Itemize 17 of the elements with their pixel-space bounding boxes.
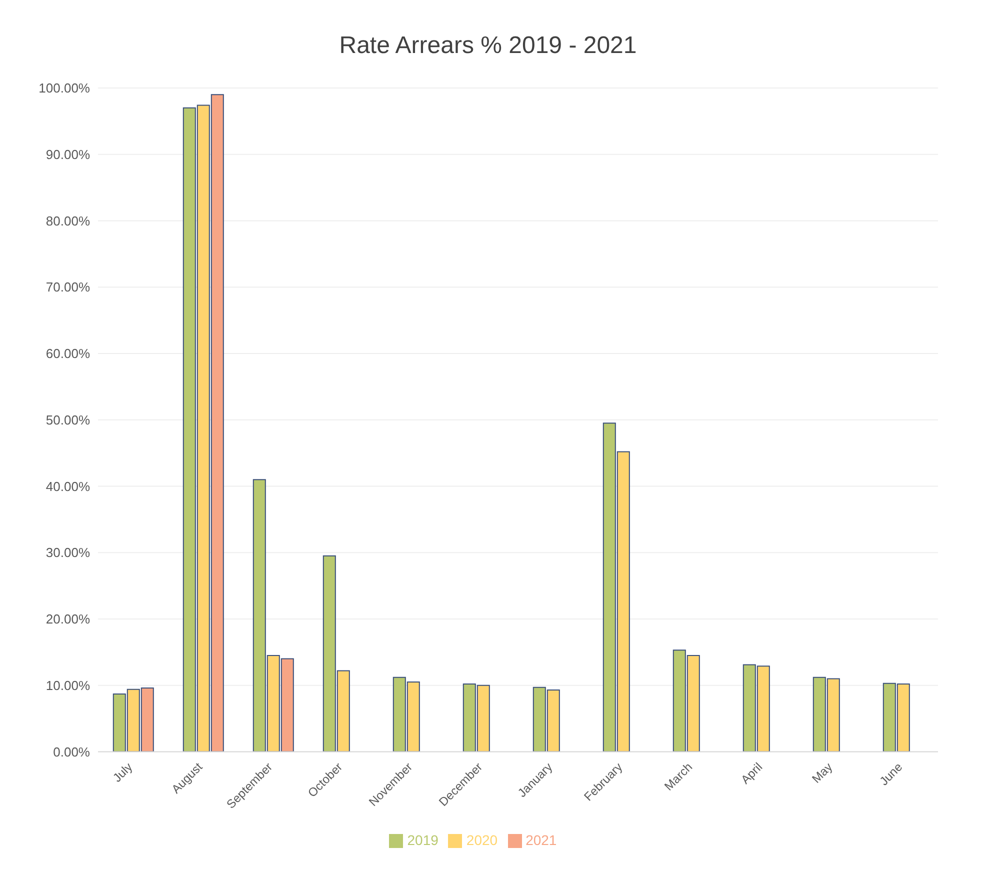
chart-title: Rate Arrears % 2019 - 2021 — [338, 31, 638, 61]
y-tick-label: 10.00% — [46, 678, 90, 693]
legend-label: 2020 — [466, 832, 498, 848]
y-tick-label: 100.00% — [38, 80, 90, 96]
legend-label: 2021 — [526, 832, 557, 848]
y-tick-label: 30.00% — [46, 545, 90, 560]
y-tick-label: 0.00% — [53, 744, 90, 760]
y-tick-label: 40.00% — [46, 478, 90, 494]
legend-label: 2019 — [407, 832, 438, 848]
y-tick-label: 90.00% — [46, 146, 90, 162]
y-tick-label: 70.00% — [46, 280, 90, 295]
y-tick-label: 60.00% — [46, 346, 90, 362]
y-tick-label: 20.00% — [46, 612, 90, 627]
y-tick-label: 80.00% — [46, 213, 90, 228]
x-tick-label: July — [110, 760, 136, 785]
x-tick-label: May — [809, 760, 836, 786]
y-tick-label: 50.00% — [46, 412, 90, 428]
